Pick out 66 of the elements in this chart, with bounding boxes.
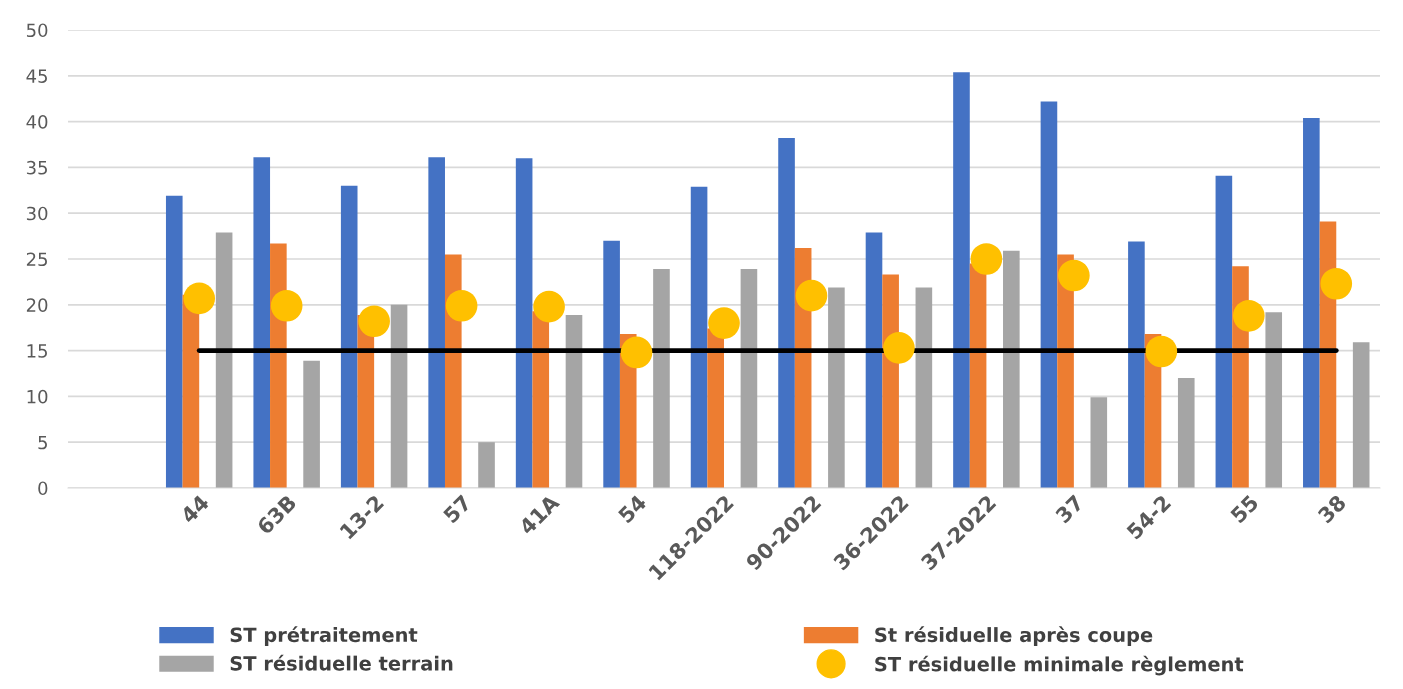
bar [215, 232, 233, 488]
legend-label: ST résiduelle terrain [230, 654, 453, 671]
point [445, 289, 478, 322]
bar [1177, 378, 1195, 488]
bar [532, 311, 550, 488]
bar [478, 442, 495, 488]
y-tick-label: 20 [26, 298, 48, 312]
y-tick-label: 10 [27, 389, 48, 404]
bar [165, 195, 183, 488]
bar [565, 314, 583, 488]
point [620, 336, 653, 369]
y-tick-label: 45 [26, 69, 47, 83]
point [795, 279, 828, 312]
bar [253, 157, 271, 488]
y-tick-label: 50 [26, 23, 48, 38]
point [270, 289, 303, 322]
bar [1003, 250, 1020, 488]
bar [690, 186, 708, 488]
point [1145, 335, 1178, 368]
point [533, 290, 565, 323]
legend-label: St résiduelle après coupe [875, 626, 1153, 646]
bar [778, 138, 795, 488]
bar [915, 287, 933, 488]
bar [740, 269, 758, 488]
bar [1090, 397, 1108, 488]
point [1058, 259, 1090, 292]
x-tick-label: 54 [617, 493, 648, 524]
point [883, 332, 915, 364]
bar [340, 185, 358, 488]
x-tick-label: 37 [1054, 494, 1085, 524]
bar [1303, 117, 1320, 488]
bar [1352, 342, 1370, 488]
x-tick-label: 57 [442, 494, 472, 524]
x-tick-label: 38 [1317, 494, 1347, 524]
y-tick-label: 30 [26, 206, 48, 221]
point [708, 307, 740, 339]
point [1320, 267, 1353, 300]
x-tick-label: 44 [179, 493, 210, 524]
bar [707, 328, 724, 488]
bar [953, 72, 970, 488]
y-tick-label: 0 [38, 481, 48, 496]
bar [828, 287, 845, 488]
y-tick-label: 40 [26, 115, 48, 129]
bar [303, 360, 320, 488]
bar [515, 158, 533, 488]
y-tick-label: 15 [27, 344, 47, 358]
y-tick-label: 25 [26, 252, 47, 267]
legend-label: ST prétraitement [230, 626, 418, 646]
bar [865, 232, 883, 488]
bar [1128, 241, 1145, 488]
bar [428, 157, 445, 488]
bar [1040, 101, 1058, 488]
y-tick-label: 35 [26, 160, 47, 175]
point [970, 243, 1003, 275]
bar [603, 240, 620, 488]
y-tick-label: 5 [38, 435, 47, 450]
x-tick-label: 55 [1229, 494, 1260, 524]
point [1232, 299, 1265, 332]
bar [390, 304, 408, 488]
bar [653, 269, 670, 488]
bar [1215, 175, 1233, 488]
bar [1265, 312, 1283, 488]
point [358, 305, 390, 338]
legend-label: ST résiduelle minimale règlement [875, 655, 1244, 676]
point [183, 282, 216, 315]
bar [969, 263, 987, 488]
